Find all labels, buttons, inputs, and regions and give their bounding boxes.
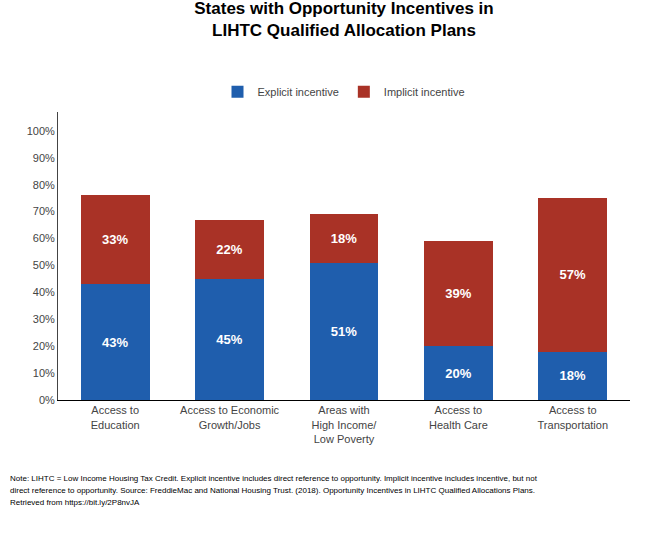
svg-text:100%: 100% xyxy=(27,125,55,137)
svg-text:10%: 10% xyxy=(33,367,55,379)
svg-text:States with Opportunity Incent: States with Opportunity Incentives inLIH… xyxy=(194,0,493,40)
svg-text:18%: 18% xyxy=(331,231,357,246)
svg-text:39%: 39% xyxy=(445,286,471,301)
svg-text:51%: 51% xyxy=(331,324,357,339)
svg-text:Access toEducation: Access toEducation xyxy=(91,404,140,430)
svg-text:Explicit incentive: Explicit incentive xyxy=(258,86,339,98)
svg-text:40%: 40% xyxy=(33,286,55,298)
svg-text:0%: 0% xyxy=(39,394,55,406)
svg-text:20%: 20% xyxy=(33,340,55,352)
svg-text:18%: 18% xyxy=(560,368,586,383)
svg-text:90%: 90% xyxy=(33,152,55,164)
svg-text:Implicit incentive: Implicit incentive xyxy=(384,86,465,98)
svg-text:direct reference to opportunit: direct reference to opportunity. Source:… xyxy=(10,486,535,495)
svg-text:20%: 20% xyxy=(445,366,471,381)
svg-text:22%: 22% xyxy=(216,242,242,257)
svg-text:60%: 60% xyxy=(33,232,55,244)
svg-text:50%: 50% xyxy=(33,259,55,271)
svg-text:Access toTransportation: Access toTransportation xyxy=(538,404,609,430)
svg-text:Areas withHigh Income/Low Pove: Areas withHigh Income/Low Poverty xyxy=(312,404,378,445)
svg-text:Access to EconomicGrowth/Jobs: Access to EconomicGrowth/Jobs xyxy=(180,404,280,430)
svg-text:33%: 33% xyxy=(102,232,128,247)
svg-text:57%: 57% xyxy=(560,267,586,282)
svg-text:Note: LIHTC = Low Income Housi: Note: LIHTC = Low Income Housing Tax Cre… xyxy=(10,474,538,483)
svg-text:70%: 70% xyxy=(33,205,55,217)
svg-text:Retrieved from https://bit.ly/: Retrieved from https://bit.ly/2P8nvJA xyxy=(10,498,140,507)
svg-text:43%: 43% xyxy=(102,335,128,350)
svg-text:30%: 30% xyxy=(33,313,55,325)
svg-text:45%: 45% xyxy=(216,332,242,347)
svg-text:80%: 80% xyxy=(33,179,55,191)
svg-text:Access toHealth Care: Access toHealth Care xyxy=(429,404,488,430)
